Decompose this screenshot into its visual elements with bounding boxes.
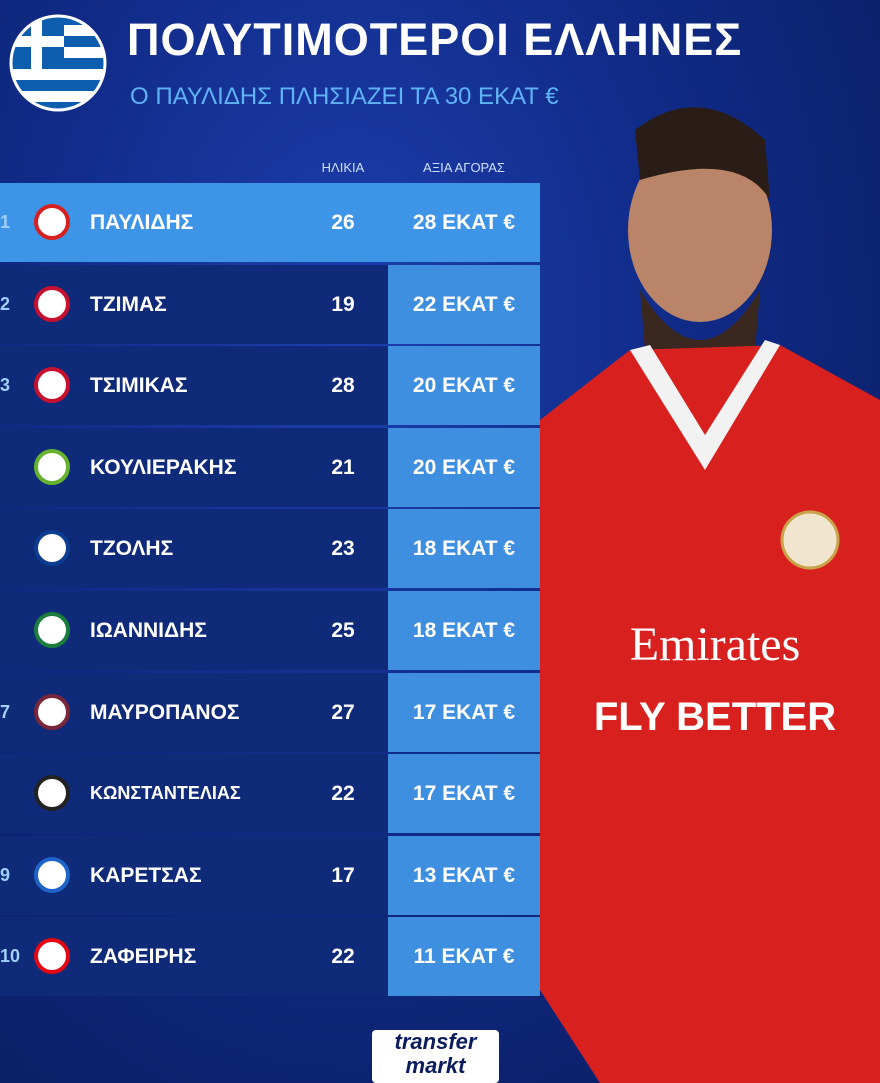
- rank: 1: [0, 212, 11, 232]
- column-header: ΑΞΙΑ ΑΓΟΡΑΣ: [423, 160, 505, 175]
- player-name: ΙΩΑΝΝΙΔΗΣ: [90, 619, 207, 642]
- transfermarkt-logo: transfer markt: [372, 1030, 499, 1083]
- rank: 2: [0, 293, 11, 314]
- rank: 3: [0, 375, 11, 396]
- player-name: ΚΩΝΣΤΑΝΤΕΛΙΑΣ: [90, 783, 241, 804]
- logo-text: markt: [405, 1053, 466, 1078]
- market-value: 22 ΕΚΑΤ €: [412, 292, 516, 316]
- club-logo: [34, 204, 70, 240]
- age: 21: [331, 455, 355, 479]
- value-cell: [388, 427, 540, 507]
- benfica-crest: [780, 510, 840, 570]
- age: 28: [331, 374, 355, 398]
- club-logo: [34, 775, 70, 812]
- age: 25: [331, 619, 355, 642]
- market-value: 11 ΕΚΑΤ €: [413, 945, 515, 969]
- rank: 9: [0, 864, 11, 885]
- value-cell: [388, 346, 540, 426]
- club-logo: [34, 856, 70, 893]
- age: 27: [331, 700, 355, 724]
- logo-text: transfer: [394, 1029, 477, 1054]
- club-logo: [34, 693, 70, 730]
- club-logo: [34, 612, 70, 648]
- table-row: 2 ΤΖΙΜΑΣ 19 22 ΕΚΑΤ €: [0, 264, 540, 344]
- player-name: ΖΑΦΕΙΡΗΣ: [90, 945, 197, 969]
- table-row: 7 ΜΑΥΡΟΠΑΝΟΣ 27 17 ΕΚΑΤ €: [0, 672, 540, 752]
- club-logo: [34, 285, 70, 322]
- club-logo: [34, 367, 70, 404]
- table-row: 3 ΤΣΙΜΙΚΑΣ 28 20 ΕΚΑΤ €: [0, 346, 540, 426]
- table-row: 9 ΚΑΡΕΤΣΑΣ 17 13 ΕΚΑΤ €: [0, 835, 540, 915]
- age: 23: [331, 537, 355, 561]
- table-row: 1 ΠΑΥΛΙΔΗΣ 26 28 ΕΚΑΤ €: [0, 183, 540, 262]
- shirt-slogan: FLY BETTER: [594, 695, 836, 739]
- age: 17: [331, 863, 355, 887]
- rank: 10: [0, 946, 21, 967]
- title: ΠΟΛΥΤΙΜΟΤΕΡΟΙ ΕΛΛΗΝΕΣ: [127, 14, 743, 65]
- market-value: 13 ΕΚΑΤ €: [412, 863, 516, 887]
- club-logo: [34, 530, 70, 567]
- market-value: 18 ΕΚΑΤ €: [412, 537, 516, 561]
- market-value: 20 ΕΚΑΤ €: [412, 455, 516, 479]
- player-head: [628, 138, 772, 322]
- table-row: ΤΖΟΛΗΣ 23 18 ΕΚΑΤ €: [0, 509, 540, 589]
- value-cell: [388, 835, 540, 915]
- player-name: ΚΟΥΛΙΕΡΑΚΗΣ: [90, 455, 237, 479]
- player-name: ΤΣΙΜΙΚΑΣ: [90, 374, 188, 398]
- greek-flag: [9, 14, 107, 112]
- value-cell: [388, 917, 540, 997]
- player-name: ΠΑΥΛΙΔΗΣ: [90, 211, 194, 234]
- table-row: ΚΟΥΛΙΕΡΑΚΗΣ 21 20 ΕΚΑΤ €: [0, 427, 540, 507]
- market-value: 28 ΕΚΑΤ €: [412, 211, 516, 234]
- player-name: ΚΑΡΕΤΣΑΣ: [90, 863, 202, 887]
- subtitle: Ο ΠΑΥΛΙΔΗΣ ΠΛΗΣΙΑΖΕΙ ΤΑ 30 ΕΚΑΤ €: [130, 83, 559, 110]
- age: 26: [331, 211, 355, 234]
- market-value: 17 ΕΚΑΤ €: [412, 782, 516, 806]
- player-hair: [635, 107, 770, 200]
- table-row: 10 ΖΑΦΕΙΡΗΣ 22 11 ΕΚΑΤ €: [0, 917, 540, 997]
- shirt-sponsor: Emirates: [630, 618, 801, 671]
- age: 22: [331, 945, 355, 969]
- player-photo: Emirates FLY BETTER: [540, 107, 880, 1083]
- age: 22: [331, 782, 355, 806]
- value-cell: [388, 754, 540, 834]
- player-name: ΤΖΟΛΗΣ: [90, 537, 174, 561]
- value-cell: [388, 264, 540, 344]
- table-row: ΙΩΑΝΝΙΔΗΣ 25 18 ΕΚΑΤ €: [0, 591, 540, 670]
- market-value: 20 ΕΚΑΤ €: [412, 374, 516, 398]
- club-logo: [34, 938, 70, 975]
- player-name: ΤΖΙΜΑΣ: [90, 292, 167, 316]
- value-cell: [388, 591, 540, 670]
- player-name: ΜΑΥΡΟΠΑΝΟΣ: [90, 700, 240, 724]
- club-logo: [34, 448, 70, 485]
- market-value: 18 ΕΚΑΤ €: [412, 619, 516, 642]
- shirt-collar: [630, 340, 780, 470]
- table-row: ΚΩΝΣΤΑΝΤΕΛΙΑΣ 22 17 ΕΚΑΤ €: [0, 754, 540, 834]
- column-header: ΗΛΙΚΙΑ: [321, 160, 365, 175]
- age: 19: [331, 292, 355, 316]
- market-value: 17 ΕΚΑΤ €: [412, 700, 516, 724]
- value-cell: [388, 672, 540, 752]
- value-cell: [388, 509, 540, 589]
- rank: 7: [0, 701, 11, 722]
